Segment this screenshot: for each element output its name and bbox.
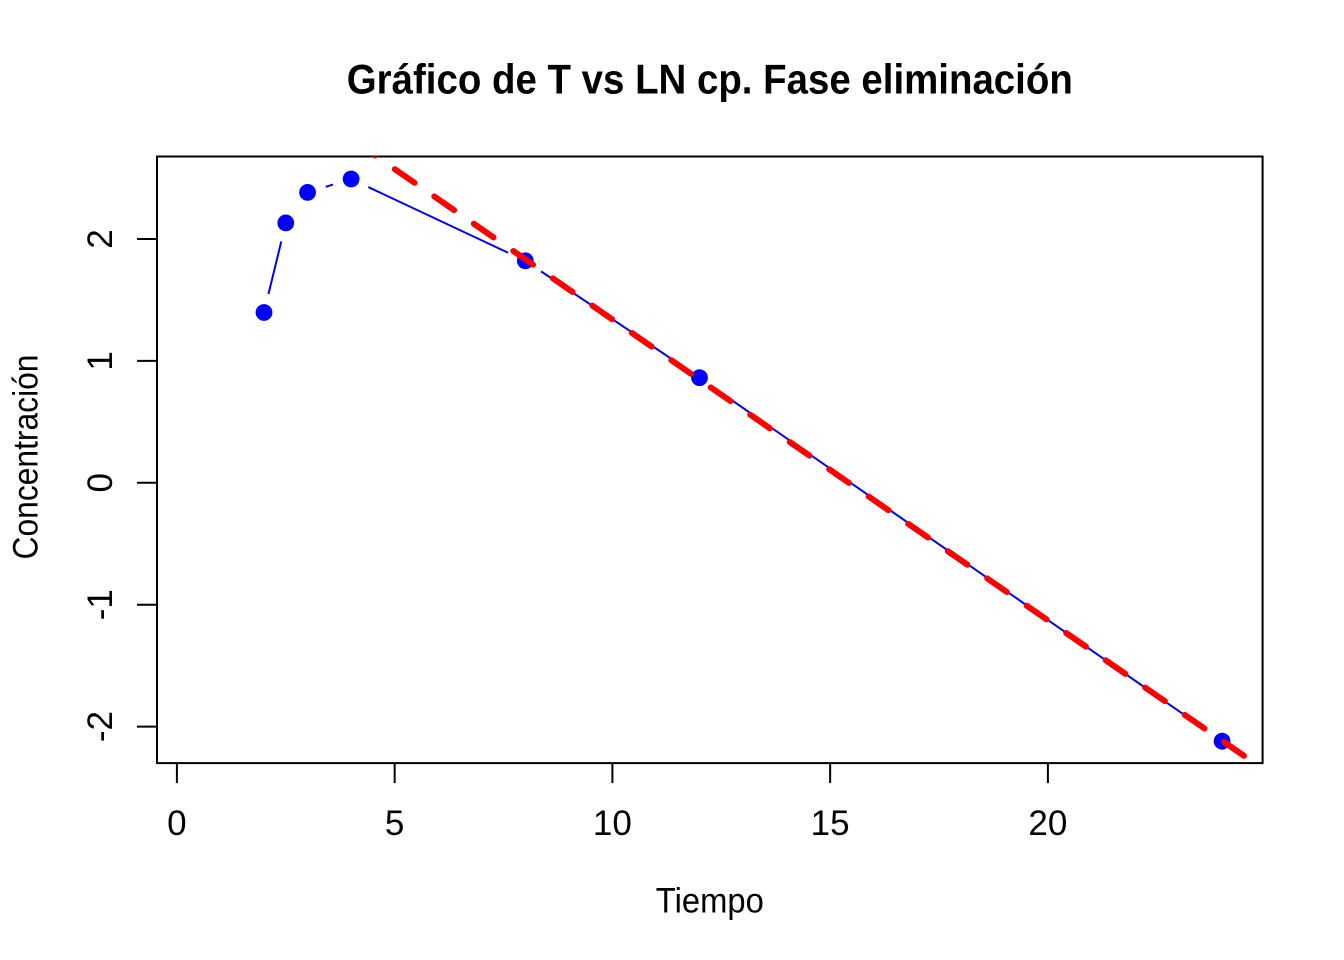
svg-text:0: 0 bbox=[167, 804, 186, 843]
svg-text:1: 1 bbox=[81, 351, 120, 370]
svg-text:20: 20 bbox=[1028, 804, 1067, 843]
svg-text:2: 2 bbox=[81, 229, 120, 248]
svg-text:-1: -1 bbox=[81, 589, 120, 620]
svg-text:0: 0 bbox=[81, 473, 120, 492]
svg-text:-2: -2 bbox=[81, 711, 120, 742]
svg-text:10: 10 bbox=[593, 804, 632, 843]
svg-text:Concentración: Concentración bbox=[6, 355, 45, 560]
svg-text:Gráfico de T vs LN cp. Fase el: Gráfico de T vs LN cp. Fase eliminación bbox=[347, 56, 1073, 103]
svg-text:Tiempo: Tiempo bbox=[656, 882, 764, 921]
svg-text:15: 15 bbox=[811, 804, 850, 843]
svg-text:5: 5 bbox=[385, 804, 404, 843]
